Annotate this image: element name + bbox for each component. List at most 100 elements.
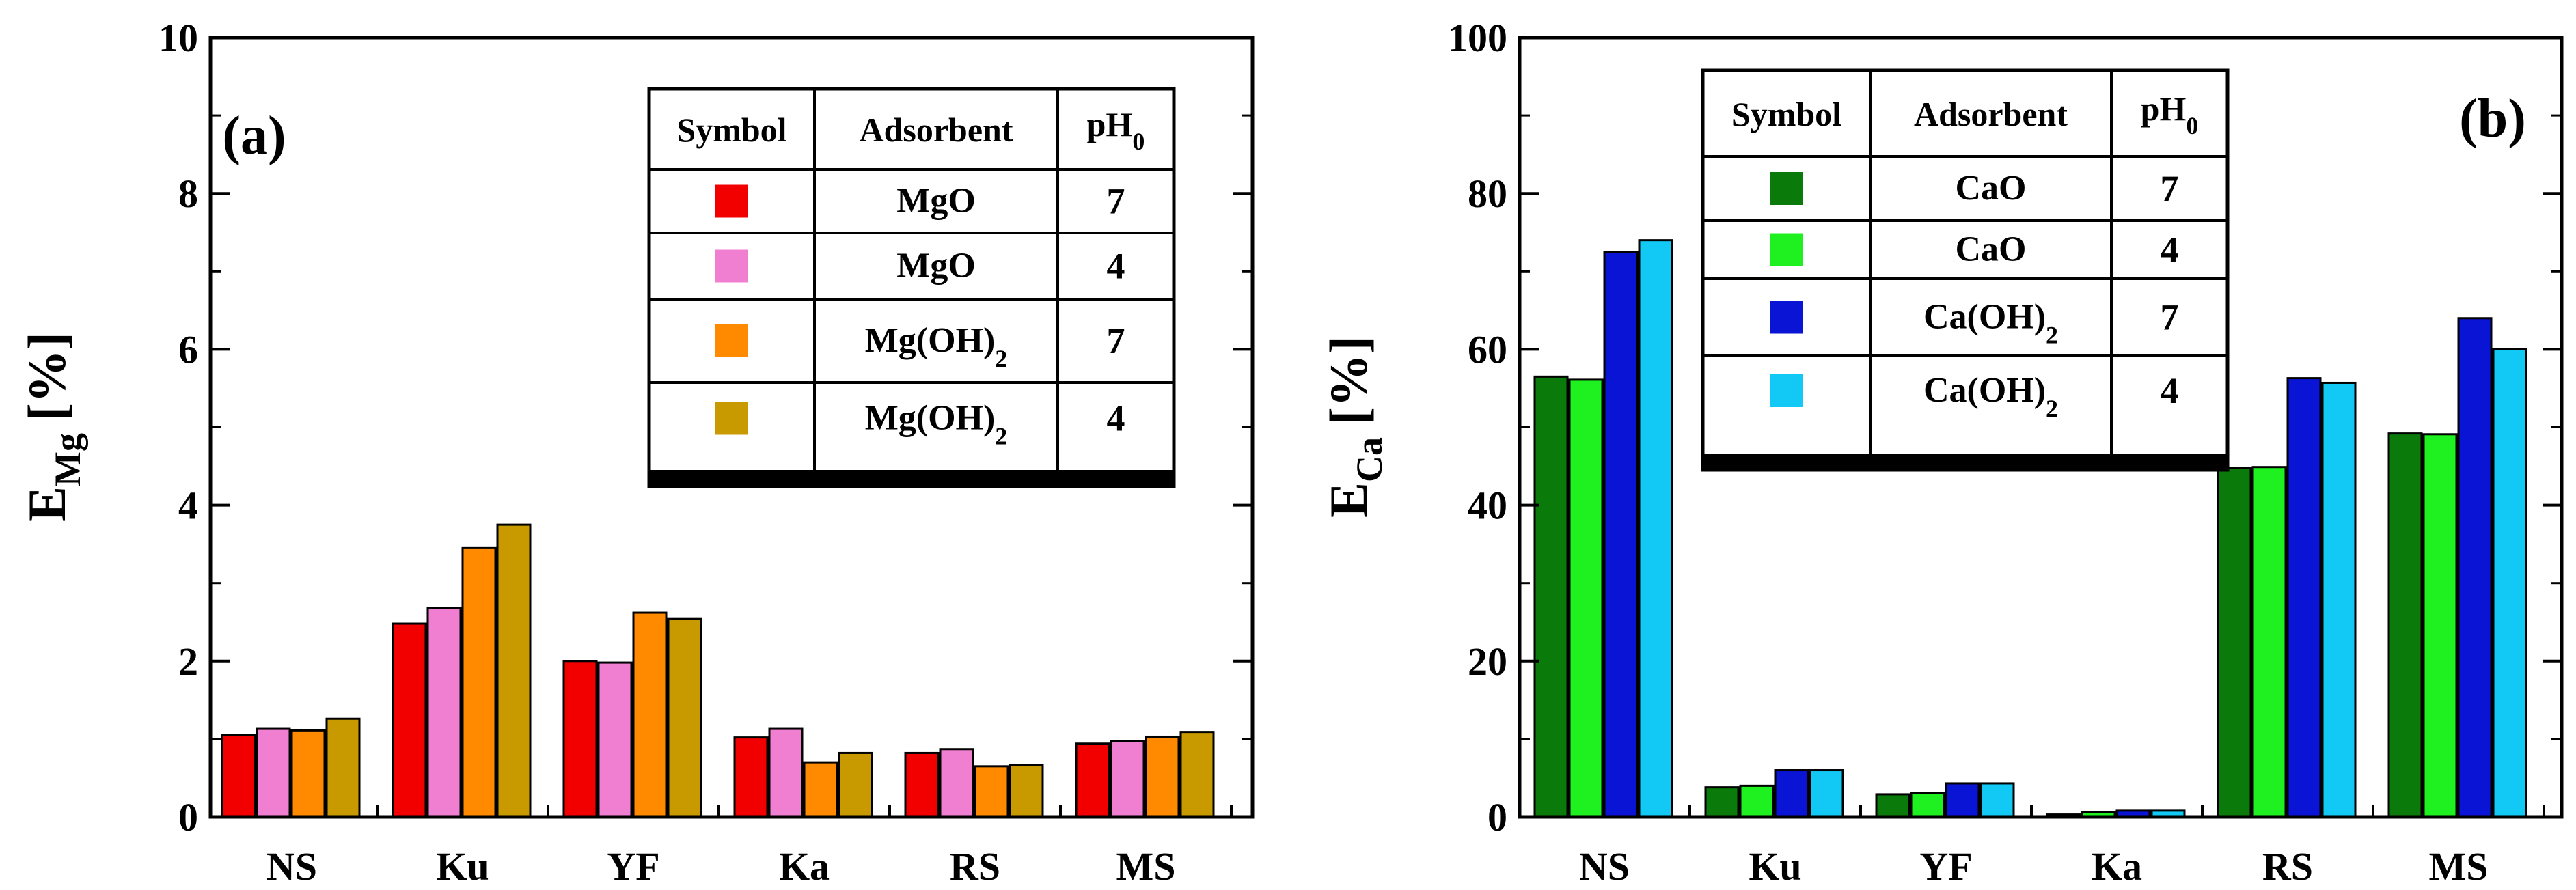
panel-label: (b): [2459, 89, 2526, 149]
legend-adsorbent: Ca(OH)2: [1923, 371, 2058, 422]
bar: [597, 661, 633, 818]
bar: [632, 611, 668, 818]
legend-adsorbent: MgO: [896, 182, 976, 221]
y-tick-label: 20: [1468, 639, 1507, 684]
bar: [1533, 375, 1569, 818]
bar: [325, 717, 361, 818]
legend-header-ph-sub: 0: [1132, 128, 1145, 155]
legend-swatch: [1770, 233, 1803, 266]
bar: [2457, 317, 2493, 818]
bars: [1533, 239, 2527, 818]
legend-header-adsorbent: Adsorbent: [859, 111, 1013, 149]
y-tick-label: 0: [1488, 795, 1507, 839]
bar: [461, 546, 497, 818]
legend-adsorbent: Mg(OH)2: [865, 399, 1008, 450]
legend-ph: 4: [2161, 370, 2179, 411]
bar: [496, 523, 532, 818]
legend-swatch: [715, 324, 748, 357]
bar: [290, 729, 326, 818]
legend-swatch: [1770, 301, 1803, 334]
legend-adsorbent-main: Mg(OH): [865, 321, 996, 360]
x-tick-label: MS: [1116, 844, 1176, 889]
legend-ph: 7: [2161, 168, 2179, 209]
legend-header-symbol: Symbol: [676, 111, 786, 149]
bar: [426, 607, 462, 818]
bar: [768, 727, 804, 818]
legend-adsorbent-main: CaO: [1956, 169, 2027, 208]
y-axis-label-sub: Mg: [47, 433, 88, 486]
bar: [1568, 378, 1604, 818]
y-tick-label: 80: [1468, 171, 1507, 216]
bar: [1603, 251, 1639, 818]
y-tick-label: 8: [178, 171, 198, 216]
legend-adsorbent-main: Mg(OH): [865, 399, 996, 438]
legend-header-symbol: Symbol: [1731, 95, 1841, 133]
bar: [803, 761, 838, 818]
bar: [2286, 377, 2322, 818]
x-tick-label: MS: [2429, 844, 2489, 889]
y-axis-label-sub: Ca: [1349, 437, 1390, 482]
bar: [1945, 782, 1980, 818]
x-tick-label: Ka: [2092, 844, 2142, 889]
bar: [2321, 381, 2357, 818]
legend-adsorbent-main: MgO: [896, 247, 976, 286]
bar: [2251, 466, 2287, 818]
y-axis-label-text: ECa [%]: [1319, 336, 1390, 518]
bar: [733, 736, 769, 818]
y-tick-label: 100: [1448, 16, 1507, 60]
x-tick-label: Ku: [436, 844, 489, 889]
bar: [838, 751, 873, 818]
legend-header-ph: pH0: [2141, 89, 2199, 139]
bar: [256, 727, 291, 818]
legend-adsorbent-main: Ca(OH): [1923, 298, 2046, 337]
y-tick-label: 0: [178, 795, 198, 839]
x-tick-label: Ka: [779, 844, 830, 889]
legend-adsorbent: Ca(OH)2: [1923, 298, 2058, 349]
x-tick-label: YF: [1919, 844, 1972, 889]
y-axis-label-main: E: [1319, 482, 1378, 518]
panel-a-chart: NS Ku YF Ka RS MS 0 2 4 6 8 10 EMg [%] (a) Symbol Adsorb…: [17, 16, 1255, 889]
legend-swatch: [715, 184, 748, 218]
legend-adsorbent-sub: 2: [995, 423, 1007, 450]
y-axis-label-text: EMg [%]: [17, 332, 88, 522]
y-axis-label: EMg [%]: [17, 332, 88, 522]
bar: [2387, 432, 2423, 818]
y-axis-label: ECa [%]: [1319, 336, 1390, 518]
legend-adsorbent-sub: 2: [995, 345, 1007, 372]
x-tick-label: Ku: [1749, 844, 1801, 889]
x-tick-label: YF: [607, 844, 659, 889]
legend-bottom-band: [1703, 454, 2228, 470]
x-tick-label: NS: [1579, 844, 1630, 889]
y-axis-label-main: E: [17, 486, 77, 522]
bar: [1009, 764, 1044, 818]
legend-ph: 7: [2161, 297, 2179, 338]
bar: [1774, 769, 1809, 818]
bar: [1809, 769, 1844, 818]
legend-ph: 4: [1107, 246, 1125, 287]
bar: [939, 748, 974, 818]
legend-swatch: [715, 249, 748, 283]
y-tick-label: 6: [178, 327, 198, 372]
bar: [974, 765, 1009, 818]
x-tick-label: NS: [266, 844, 317, 889]
bar: [1704, 786, 1740, 818]
legend-header-ph-main: pH: [2141, 89, 2187, 128]
legend-header-ph-main: pH: [1087, 105, 1133, 143]
bar: [1979, 782, 2015, 818]
legend-ph: 7: [1107, 181, 1125, 222]
legend-header-ph: pH0: [1087, 105, 1145, 155]
bar: [2422, 433, 2458, 818]
bar: [1638, 239, 1673, 818]
bars: [221, 523, 1215, 818]
bar: [221, 734, 256, 818]
legend-adsorbent: MgO: [896, 247, 976, 286]
bar: [1179, 731, 1215, 818]
y-tick-label: 40: [1468, 484, 1507, 528]
legend-ph: 7: [1107, 320, 1125, 361]
bar: [667, 617, 702, 818]
y-tick-label: 60: [1468, 327, 1507, 372]
legend-ph: 4: [2161, 230, 2179, 270]
legend-bottom-band: [649, 470, 1174, 486]
